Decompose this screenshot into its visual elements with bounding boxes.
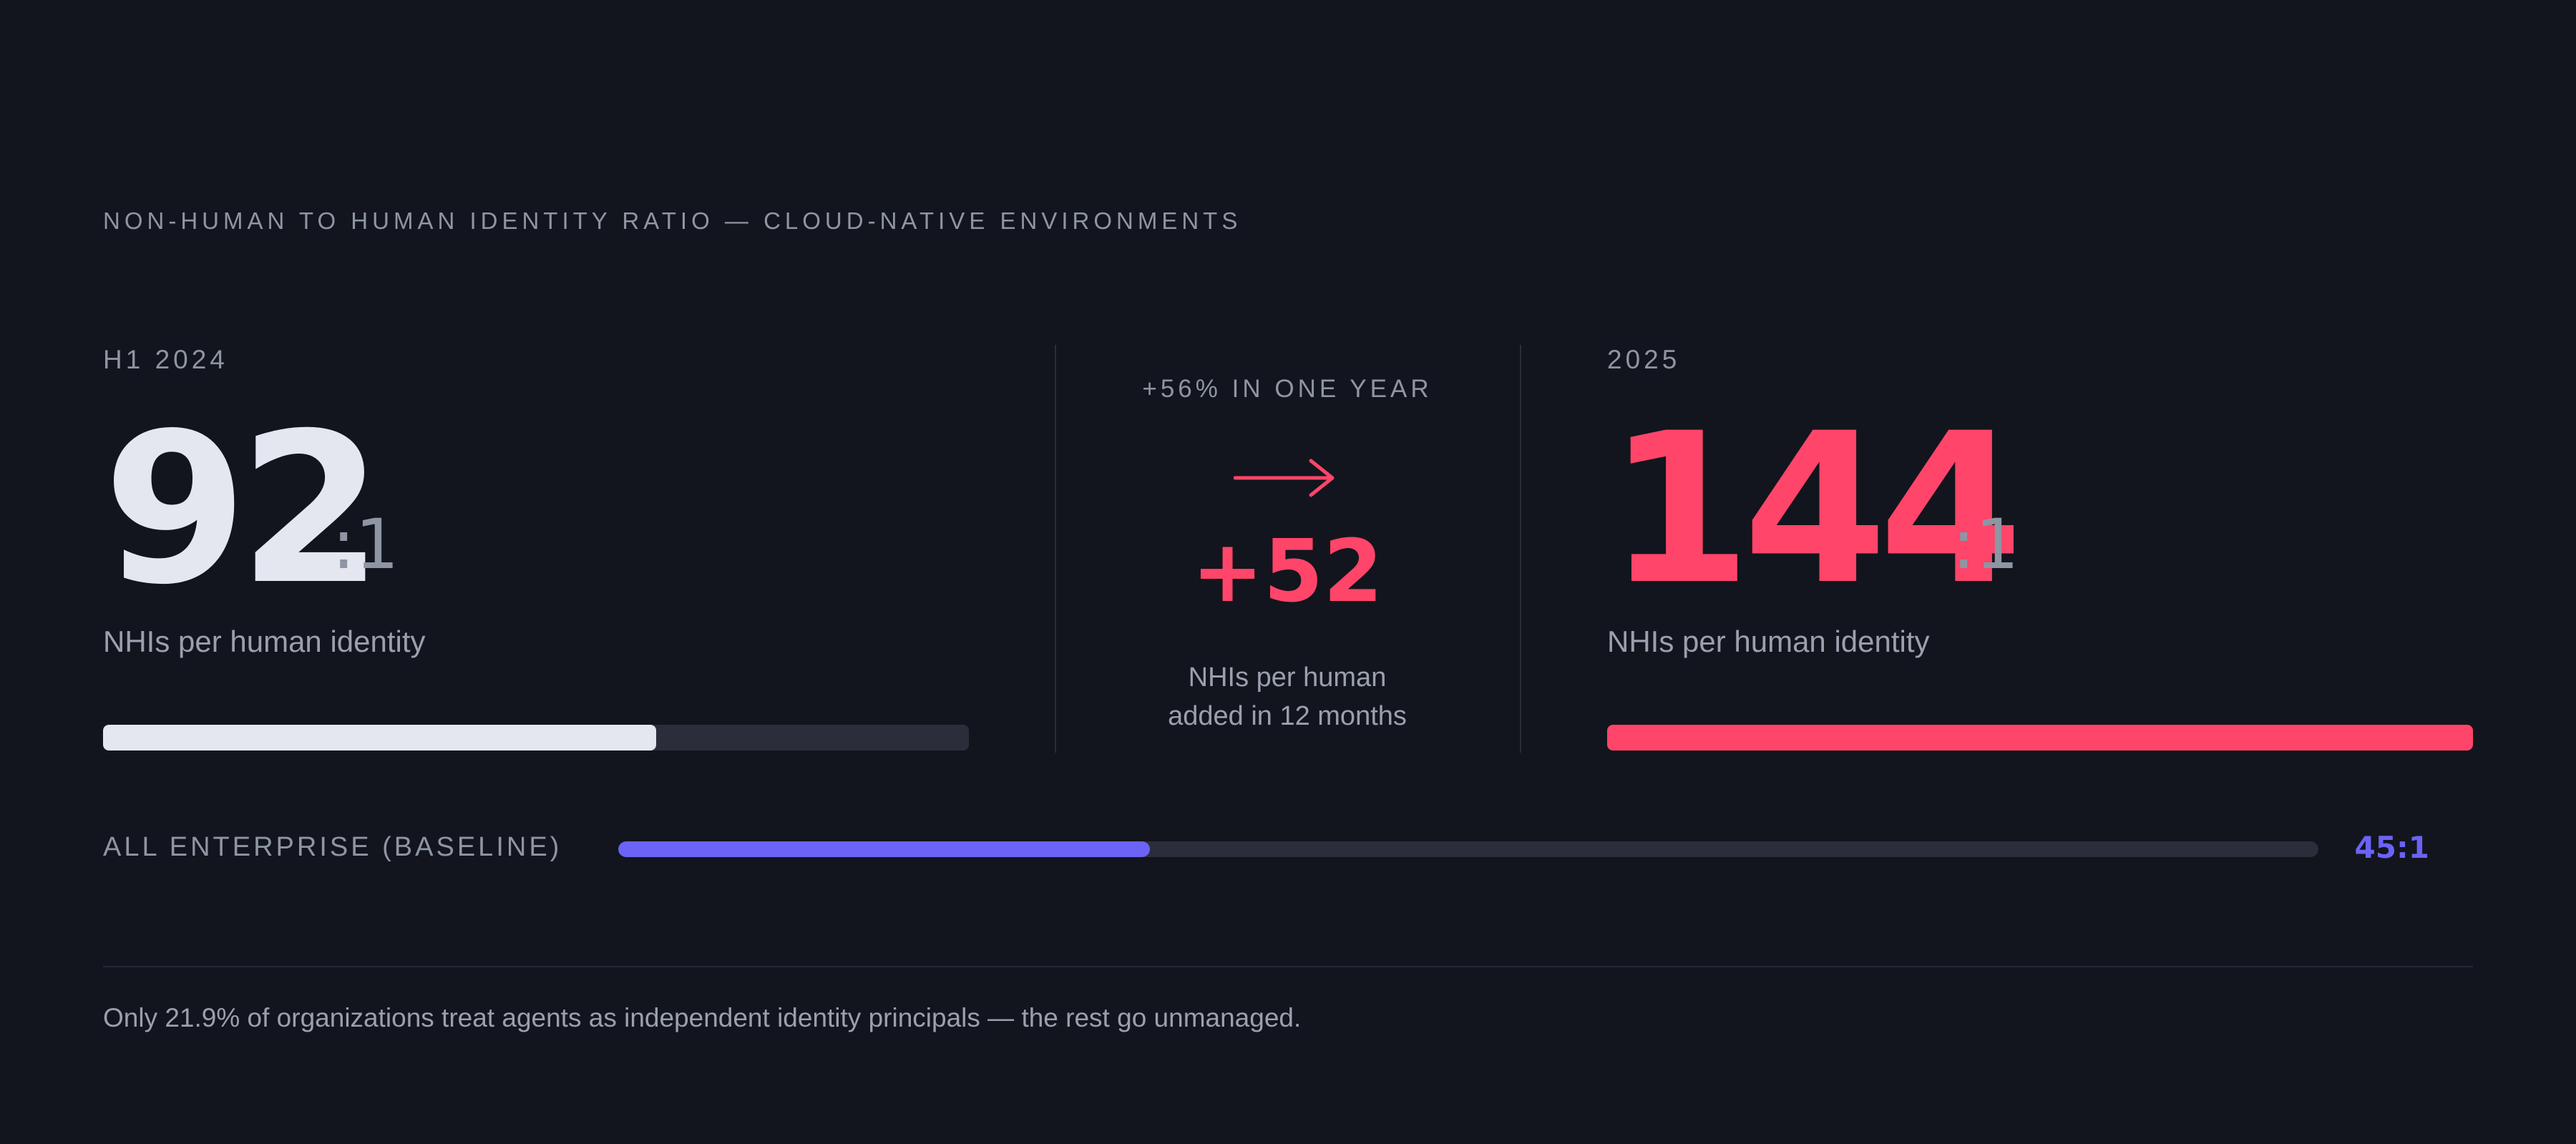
after-caption: NHIs per human identity [1607, 625, 1930, 658]
baseline-label: ALL ENTERPRISE (BASELINE) [103, 832, 562, 862]
change-delta-value: +52 [1191, 522, 1383, 622]
after-period-label: 2025 [1607, 345, 1681, 374]
before-period-label: H1 2024 [103, 345, 228, 374]
divider-left [1055, 345, 1056, 753]
after-ratio-suffix: :1 [1952, 504, 2019, 585]
footer-divider [103, 966, 2473, 967]
after-bar-fill [1607, 725, 2473, 751]
change-note: NHIs per human added in 12 months [1055, 658, 1520, 735]
baseline-bar-fill [618, 841, 1150, 857]
divider-right [1520, 345, 1521, 753]
before-caption: NHIs per human identity [103, 625, 426, 658]
before-bar-track [103, 725, 969, 751]
before-ratio-value: 92 [103, 389, 384, 630]
change-note-line2: added in 12 months [1168, 701, 1407, 731]
change-note-line1: NHIs per human [1188, 663, 1387, 693]
chart-title: NON-HUMAN TO HUMAN IDENTITY RATIO — CLOU… [103, 207, 1242, 234]
arrow-right-icon [1233, 455, 1337, 504]
footnote: Only 21.9% of organizations treat agents… [103, 1003, 1302, 1032]
after-ratio-value: 144 [1607, 389, 2023, 630]
before-bar-fill [103, 725, 657, 751]
after-bar-track [1607, 725, 2473, 751]
change-caption: +56% IN ONE YEAR [1142, 375, 1433, 403]
before-ratio-suffix: :1 [332, 504, 399, 585]
baseline-value: 45:1 [2354, 830, 2429, 865]
baseline-bar-track [618, 841, 2318, 857]
